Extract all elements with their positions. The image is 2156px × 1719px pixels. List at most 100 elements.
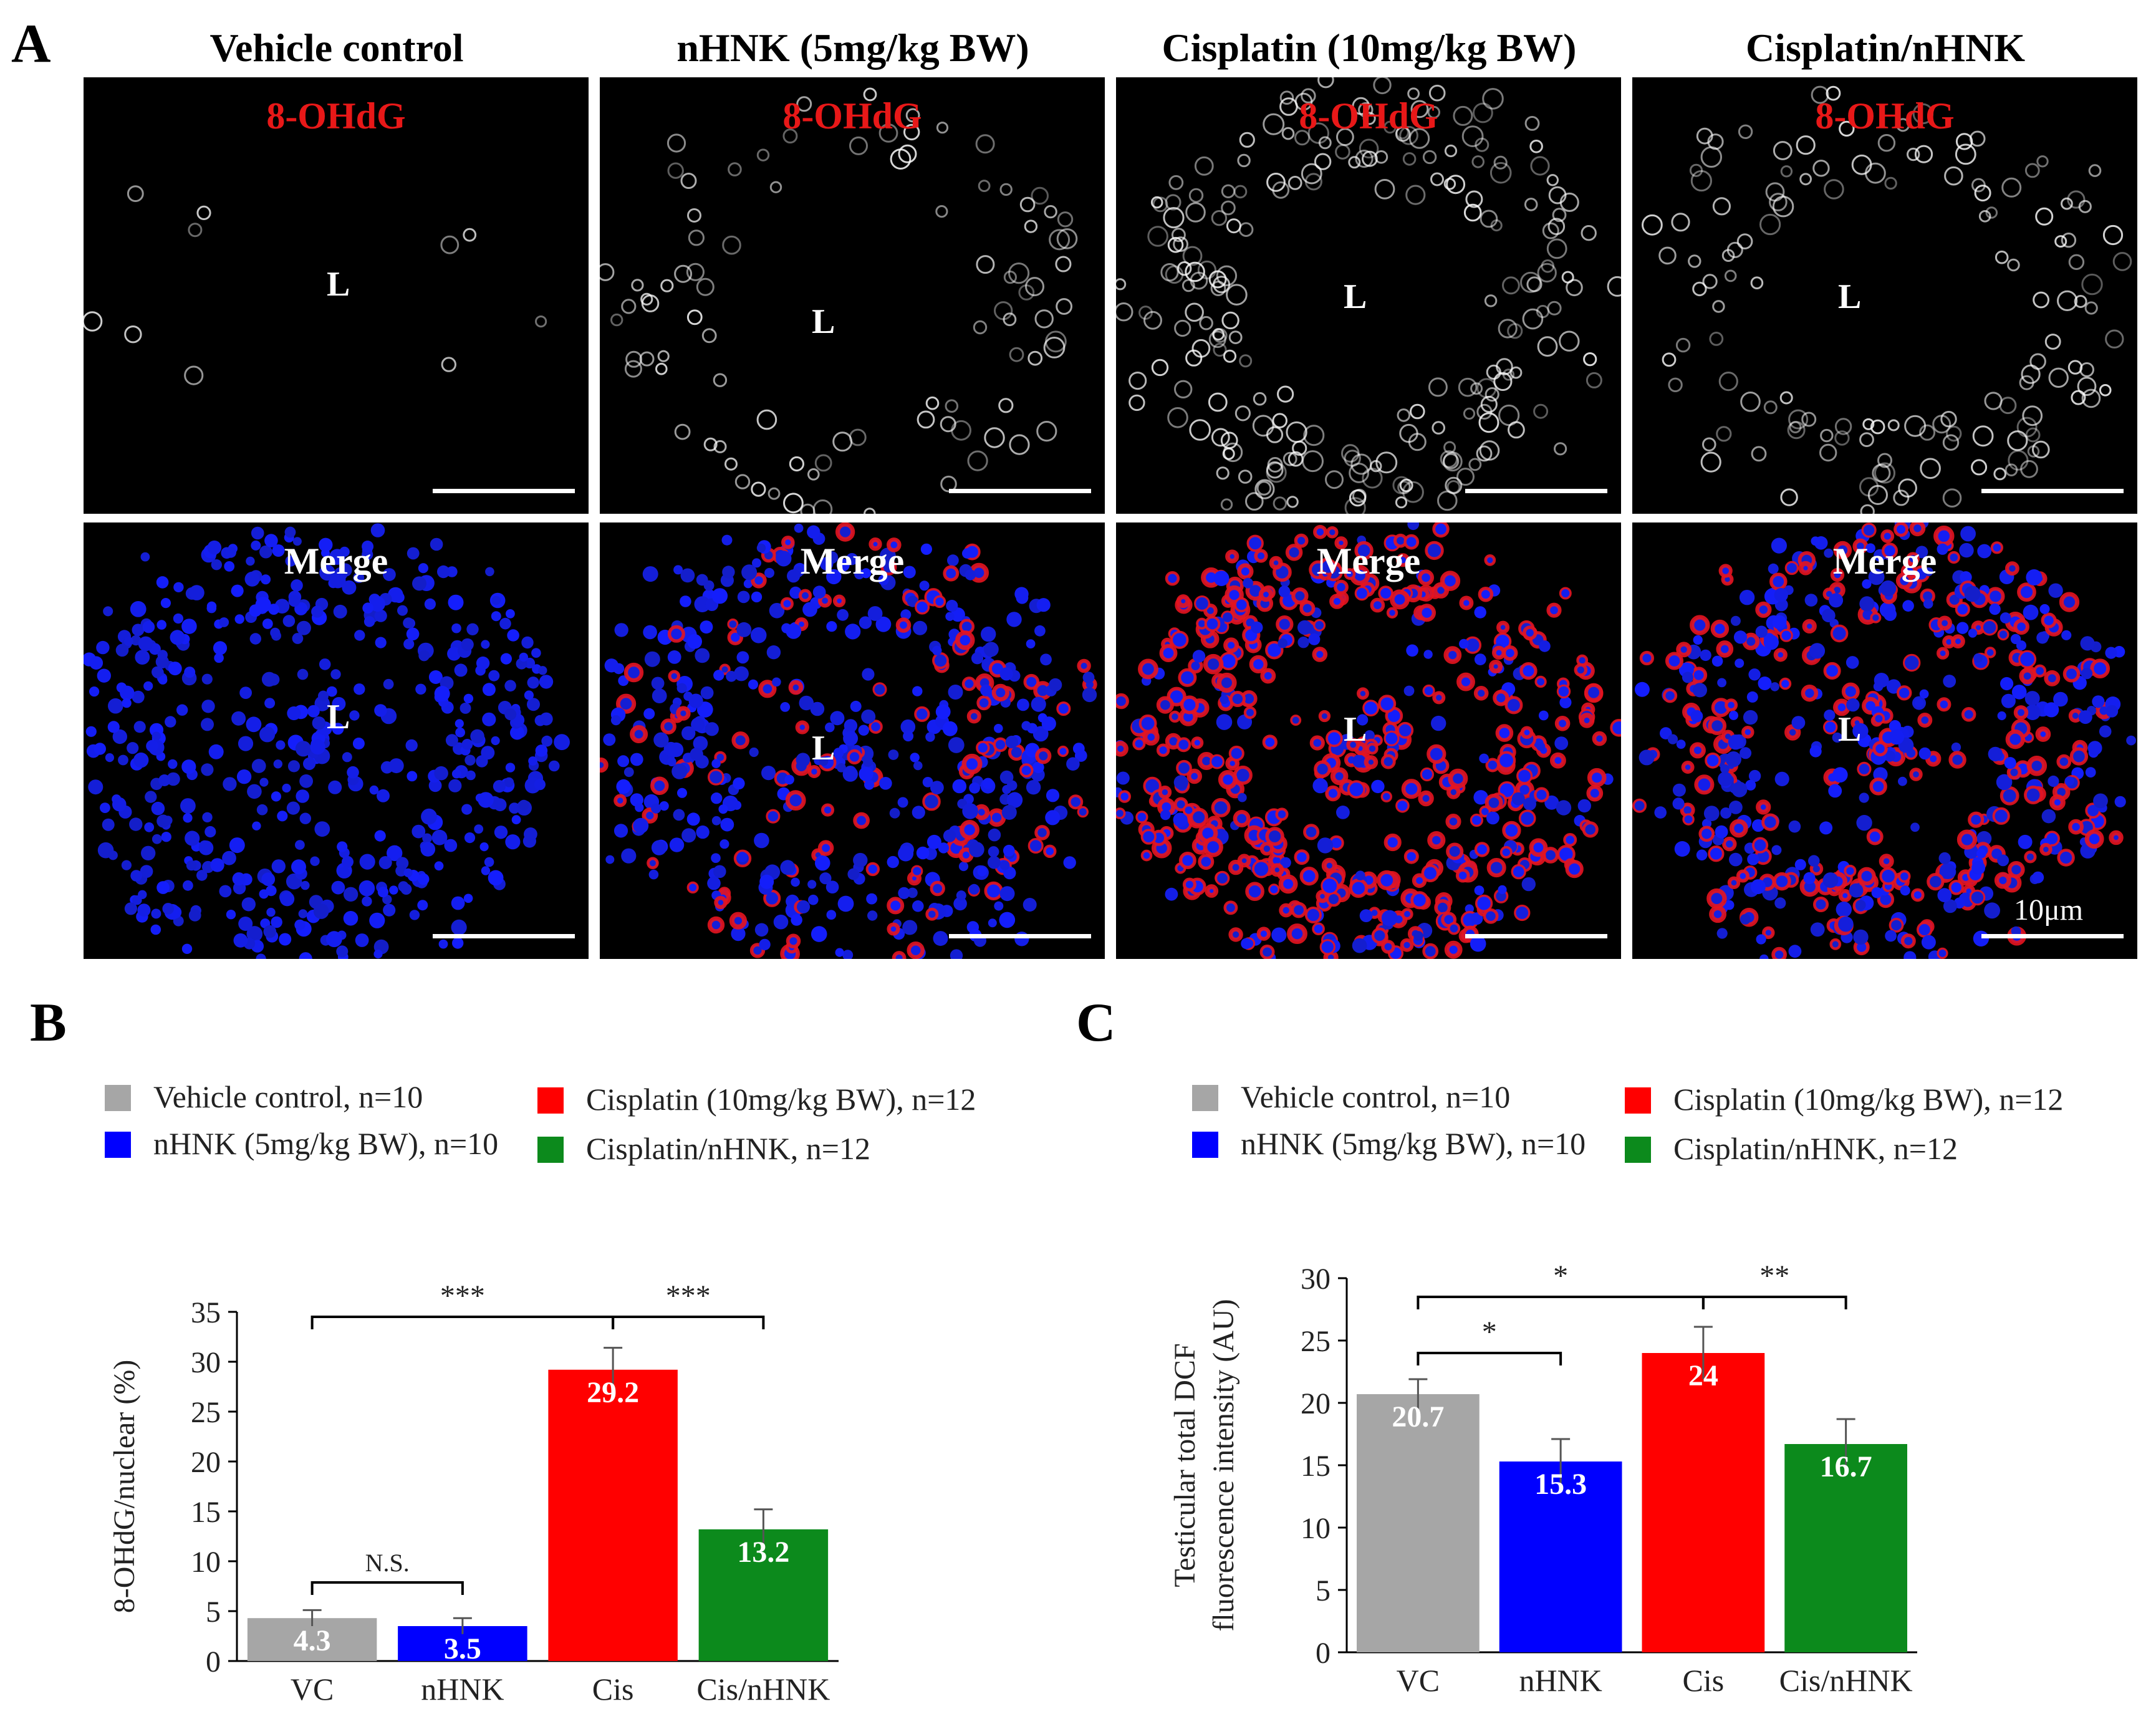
y-tick-label: 20: [191, 1446, 221, 1479]
bar-value-label: 16.7: [1820, 1450, 1872, 1483]
legend-c-label-vehicle: Vehicle control, n=10: [1241, 1079, 1511, 1114]
scale-bar: [949, 489, 1091, 493]
y-axis-title: fluorescence intensity (AU): [1207, 1299, 1240, 1631]
column-title-nhnk: nHNK (5mg/kg BW): [676, 26, 1029, 70]
column-title-cisplatin: Cisplatin (10mg/kg BW): [1162, 26, 1577, 70]
y-tick-label: 30: [1301, 1263, 1331, 1296]
significance-label: *: [1553, 1259, 1568, 1293]
bar-value-label: 24: [1688, 1359, 1718, 1392]
y-tick-label: 35: [191, 1296, 221, 1329]
significance-bracket: [1417, 1352, 1562, 1365]
scale-bar-label: 10μm: [2014, 893, 2084, 927]
y-tick-label: 15: [1301, 1450, 1331, 1483]
bar-value-label: 15.3: [1534, 1468, 1587, 1501]
ohdg-image-nhnk: 8-OHdG L: [600, 77, 1105, 514]
significance-label: N.S.: [365, 1549, 410, 1577]
panel-b-letter: B: [30, 993, 67, 1053]
scale-bar: [1981, 934, 2124, 938]
column-title-cisplatin-nhnk: Cisplatin/nHNK: [1745, 26, 2026, 70]
ohdg-label: 8-OHdG: [1815, 95, 1955, 137]
legend-b-swatch-vehicle: [105, 1085, 131, 1111]
merge-label: Merge: [1316, 541, 1421, 582]
x-tick-label: Cis/nHNK: [696, 1672, 830, 1707]
y-tick-label: 20: [1301, 1387, 1331, 1420]
bar-value-label: 13.2: [737, 1536, 789, 1569]
legend-b-swatch-nhnk: [105, 1132, 131, 1158]
bar-value-label: 4.3: [294, 1624, 331, 1657]
legend-b-label-cisplatin: Cisplatin (10mg/kg BW), n=12: [586, 1082, 976, 1117]
merge-image-vehicle: Merge L: [84, 522, 589, 959]
y-tick-label: 30: [191, 1346, 221, 1379]
scale-bar: [1981, 489, 2124, 493]
x-tick-label: VC: [291, 1672, 334, 1707]
y-tick-label: 25: [191, 1396, 221, 1429]
scale-bar: [433, 934, 575, 938]
legend-c-label-cis-nhnk: Cisplatin/nHNK, n=12: [1673, 1131, 1958, 1166]
merge-image-cisplatin: Merge L: [1116, 522, 1621, 959]
legend-c-label-nhnk: nHNK (5mg/kg BW), n=10: [1241, 1126, 1586, 1161]
chart-b: 0 5 10 15 20 25 30 35 8-OHdG/nuclear (%) 4.3 VC 3.5…: [108, 1279, 839, 1707]
lumen-label: L: [327, 698, 350, 736]
ohdg-label: 8-OHdG: [1299, 95, 1438, 137]
legend-c-label-cisplatin: Cisplatin (10mg/kg BW), n=12: [1673, 1082, 2064, 1117]
x-tick-label: VC: [1397, 1663, 1440, 1698]
lumen-label: L: [327, 265, 350, 304]
legend-b-label-nhnk: nHNK (5mg/kg BW), n=10: [153, 1126, 499, 1161]
x-tick-label: Cis: [1683, 1663, 1725, 1698]
significance-label: ***: [440, 1279, 485, 1312]
bar-value-label: 3.5: [444, 1632, 481, 1665]
x-tick-label: nHNK: [421, 1672, 504, 1707]
scale-bar: [1465, 489, 1607, 493]
bar-cis-nhnk: [698, 1529, 829, 1661]
significance-label: *: [1482, 1316, 1497, 1349]
bar-nhnk: [1499, 1461, 1622, 1652]
legend-c-swatch-cisplatin: [1625, 1087, 1651, 1114]
merge-label: Merge: [284, 541, 388, 582]
y-tick-label: 10: [1301, 1512, 1331, 1545]
y-axis-title: 8-OHdG/nuclear (%): [108, 1360, 141, 1614]
bar-cis-nhnk: [1784, 1444, 1907, 1652]
legend-c-swatch-nhnk: [1192, 1132, 1218, 1158]
significance-label: **: [1759, 1259, 1789, 1293]
significance-label: ***: [666, 1279, 711, 1312]
significance-bracket: [612, 1316, 765, 1329]
bar-value-label: 29.2: [587, 1376, 639, 1409]
lumen-label: L: [1838, 277, 1862, 316]
y-tick-label: 25: [1301, 1325, 1331, 1358]
ohdg-label: 8-OHdG: [266, 95, 406, 137]
y-axis-title: Testicular total DCF: [1172, 1343, 1201, 1587]
scale-bar: [433, 489, 575, 493]
column-title-vehicle: Vehicle control: [209, 26, 464, 70]
merge-image-nhnk: Merge L: [600, 522, 1105, 959]
y-tick-label: 5: [206, 1596, 221, 1629]
bar-value-label: 20.7: [1392, 1400, 1444, 1433]
scale-bar: [949, 934, 1091, 938]
legend-b-swatch-cis-nhnk: [537, 1137, 564, 1163]
y-tick-label: 15: [191, 1496, 221, 1529]
legend-b-label-cis-nhnk: Cisplatin/nHNK, n=12: [586, 1131, 870, 1166]
y-tick-label: 5: [1316, 1574, 1331, 1607]
lumen-label: L: [812, 302, 835, 341]
legend-c-swatch-vehicle: [1192, 1085, 1218, 1111]
ohdg-label: 8-OHdG: [782, 95, 922, 137]
y-tick-label: 0: [1316, 1637, 1331, 1670]
significance-bracket: [310, 1581, 464, 1595]
x-tick-label: nHNK: [1519, 1663, 1602, 1698]
lumen-label: L: [1344, 710, 1367, 749]
significance-bracket: [1417, 1296, 1705, 1309]
lumen-label: L: [1838, 710, 1862, 749]
x-tick-label: Cis/nHNK: [1779, 1663, 1913, 1698]
bar-vc: [1357, 1394, 1480, 1652]
ohdg-image-cisplatin: 8-OHdG L: [1116, 77, 1621, 514]
significance-bracket: [1701, 1296, 1847, 1309]
x-tick-label: Cis: [592, 1672, 634, 1707]
bar-cis: [1642, 1353, 1765, 1652]
scale-bar: [1465, 934, 1607, 938]
legend-c-swatch-cis-nhnk: [1625, 1137, 1651, 1163]
merge-label: Merge: [1832, 541, 1937, 582]
bar-cis: [548, 1369, 678, 1661]
merge-image-cis-nhnk: Merge L 10μm: [1632, 522, 2137, 959]
ohdg-image-vehicle: 8-OHdG L: [84, 77, 589, 514]
chart-c: 0 5 10 15 20 25 30 Testicular total DCF fluoresc…: [1172, 1259, 1917, 1698]
y-tick-label: 10: [191, 1546, 221, 1579]
